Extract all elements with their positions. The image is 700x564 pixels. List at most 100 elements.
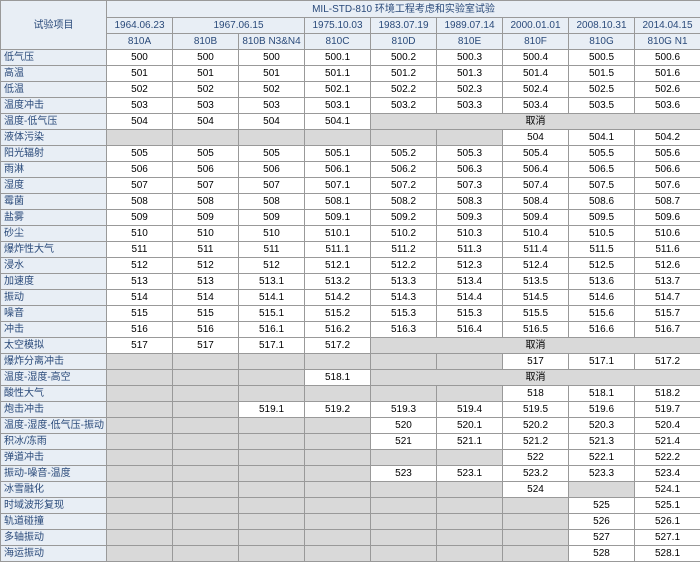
version-header: 810G N1 [635, 34, 700, 50]
data-cell: 501.6 [635, 66, 700, 82]
row-label: 湿度 [1, 178, 107, 194]
data-cell: 526.1 [635, 514, 700, 530]
table-row: 浸水512512512512.1512.2512.3512.4512.5512.… [1, 258, 700, 274]
data-cell: 510.6 [635, 226, 700, 242]
row-label: 时域波形复现 [1, 498, 107, 514]
data-cell: 507 [107, 178, 173, 194]
empty-cell [305, 130, 371, 146]
row-label: 高温 [1, 66, 107, 82]
data-cell: 514.7 [635, 290, 700, 306]
data-cell: 502.6 [635, 82, 700, 98]
empty-cell [503, 498, 569, 514]
data-cell: 523.4 [635, 466, 700, 482]
data-cell: 512.1 [305, 258, 371, 274]
row-label: 多轴振动 [1, 530, 107, 546]
data-cell: 510.1 [305, 226, 371, 242]
data-cell: 502 [239, 82, 305, 98]
table-row: 噪音515515515.1515.2515.3515.3515.5515.651… [1, 306, 700, 322]
table-row: 炮击冲击519.1519.2519.3519.4519.5519.6519.7 [1, 402, 700, 418]
data-cell: 521.2 [503, 434, 569, 450]
data-cell: 505.5 [569, 146, 635, 162]
empty-cell [239, 354, 305, 370]
empty-cell [173, 498, 239, 514]
mil-std-810-table: 试验项目 MIL-STD-810 环境工程考虑和实验室试验 1964.06.23… [0, 0, 700, 562]
empty-cell [239, 546, 305, 562]
data-cell: 512 [107, 258, 173, 274]
date-header: 2000.01.01 [503, 18, 569, 34]
data-cell: 502 [107, 82, 173, 98]
data-cell: 524.1 [635, 482, 700, 498]
data-cell: 501 [239, 66, 305, 82]
data-cell: 508 [239, 194, 305, 210]
empty-cell [503, 546, 569, 562]
data-cell: 515.7 [635, 306, 700, 322]
data-cell: 509 [107, 210, 173, 226]
row-label: 爆炸分离冲击 [1, 354, 107, 370]
data-cell: 507 [173, 178, 239, 194]
empty-cell [239, 450, 305, 466]
empty-cell [371, 530, 437, 546]
empty-cell [173, 514, 239, 530]
data-cell: 507.3 [437, 178, 503, 194]
empty-cell [107, 386, 173, 402]
data-cell: 520.2 [503, 418, 569, 434]
data-cell: 508.7 [635, 194, 700, 210]
cancel-cell: 取消 [371, 370, 700, 386]
table-row: 冲击516516516.1516.2516.3516.4516.5516.651… [1, 322, 700, 338]
data-cell: 504 [503, 130, 569, 146]
data-cell: 519.7 [635, 402, 700, 418]
data-cell: 508.4 [503, 194, 569, 210]
row-label: 温度-湿度-高空 [1, 370, 107, 386]
row-label: 太空模拟 [1, 338, 107, 354]
data-cell: 527 [569, 530, 635, 546]
data-cell: 509 [173, 210, 239, 226]
data-cell: 506 [173, 162, 239, 178]
data-cell: 513.6 [569, 274, 635, 290]
table-row: 加速度513513513.1513.2513.3513.4513.5513.65… [1, 274, 700, 290]
data-cell: 513.7 [635, 274, 700, 290]
data-cell: 505.6 [635, 146, 700, 162]
date-header: 1983.07.19 [371, 18, 437, 34]
empty-cell [305, 466, 371, 482]
data-cell: 506.5 [569, 162, 635, 178]
row-label: 浸水 [1, 258, 107, 274]
empty-cell [173, 530, 239, 546]
empty-cell [239, 370, 305, 386]
data-cell: 511 [173, 242, 239, 258]
data-cell: 518.2 [635, 386, 700, 402]
row-label: 低气压 [1, 50, 107, 66]
data-cell: 511 [107, 242, 173, 258]
data-cell: 511.3 [437, 242, 503, 258]
data-cell: 510 [107, 226, 173, 242]
data-cell: 516.5 [503, 322, 569, 338]
data-cell: 512.5 [569, 258, 635, 274]
data-cell: 512.2 [371, 258, 437, 274]
data-cell: 501.1 [305, 66, 371, 82]
data-cell: 517 [107, 338, 173, 354]
empty-cell [107, 130, 173, 146]
data-cell: 501.3 [437, 66, 503, 82]
data-cell: 516 [107, 322, 173, 338]
data-cell: 502.4 [503, 82, 569, 98]
data-cell: 500.2 [371, 50, 437, 66]
empty-cell [437, 130, 503, 146]
data-cell: 515.3 [437, 306, 503, 322]
data-cell: 522.1 [569, 450, 635, 466]
data-cell: 513.1 [239, 274, 305, 290]
data-cell: 507.1 [305, 178, 371, 194]
data-cell: 516.1 [239, 322, 305, 338]
empty-cell [437, 482, 503, 498]
table-row: 积冰/冻雨521521.1521.2521.3521.4 [1, 434, 700, 450]
empty-cell [107, 466, 173, 482]
data-cell: 509.5 [569, 210, 635, 226]
data-cell: 518.1 [305, 370, 371, 386]
data-cell: 507.4 [503, 178, 569, 194]
data-cell: 508.2 [371, 194, 437, 210]
data-cell: 512.6 [635, 258, 700, 274]
empty-cell [239, 434, 305, 450]
table-row: 太空模拟517517517.1517.2取消 [1, 338, 700, 354]
table-row: 时域波形复现525525.1 [1, 498, 700, 514]
date-header: 1964.06.23 [107, 18, 173, 34]
data-cell: 510 [173, 226, 239, 242]
data-cell: 523.2 [503, 466, 569, 482]
